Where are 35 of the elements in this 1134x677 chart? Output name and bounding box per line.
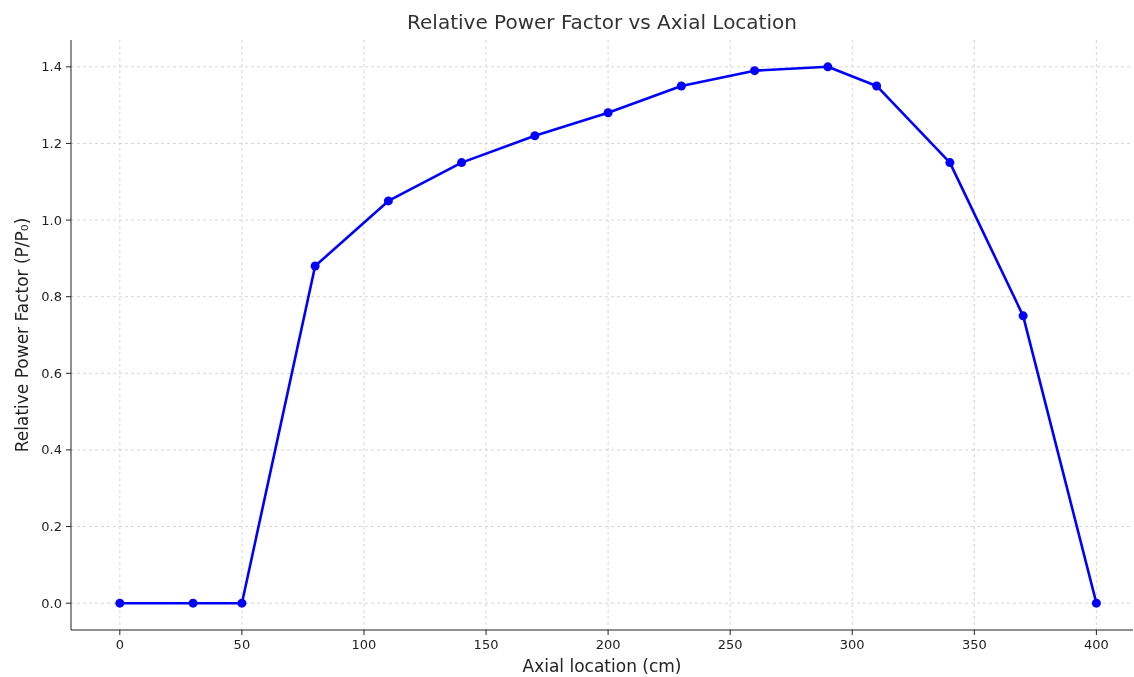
x-tick-label: 400 <box>1083 637 1109 652</box>
point <box>823 62 833 72</box>
x-axis-title: Axial location (cm) <box>522 656 682 676</box>
y-tick-label: 1.0 <box>41 212 62 228</box>
point <box>603 108 613 118</box>
point <box>115 598 125 608</box>
y-tick-label: 0.0 <box>41 595 62 611</box>
x-tick-label: 300 <box>839 637 865 652</box>
point <box>530 131 540 141</box>
point <box>310 261 320 271</box>
point <box>1091 598 1101 608</box>
y-tick-label: 0.4 <box>41 442 62 458</box>
point <box>945 158 955 168</box>
x-tick-label: 50 <box>233 637 251 652</box>
x-tick-label: 0 <box>115 637 124 652</box>
point <box>1018 311 1028 321</box>
point <box>676 81 686 91</box>
x-tick-label: 100 <box>351 637 377 652</box>
point <box>872 81 882 91</box>
x-tick-label: 200 <box>595 637 621 652</box>
x-tick-label: 150 <box>473 637 499 652</box>
chart-title: Relative Power Factor vs Axial Location <box>407 10 797 34</box>
point <box>188 598 198 608</box>
y-axis-title: Relative Power Factor (P/P₀) <box>12 217 32 453</box>
x-tick-label: 250 <box>717 637 743 652</box>
point <box>457 158 467 168</box>
point <box>750 66 760 76</box>
y-tick-label: 0.6 <box>41 365 62 381</box>
point <box>383 196 393 206</box>
point <box>237 598 247 608</box>
y-tick-label: 1.2 <box>41 135 62 151</box>
y-tick-label: 0.2 <box>41 519 62 535</box>
x-tick-label: 350 <box>961 637 987 652</box>
y-tick-label: 1.4 <box>41 59 62 75</box>
y-tick-label: 0.8 <box>41 289 62 305</box>
